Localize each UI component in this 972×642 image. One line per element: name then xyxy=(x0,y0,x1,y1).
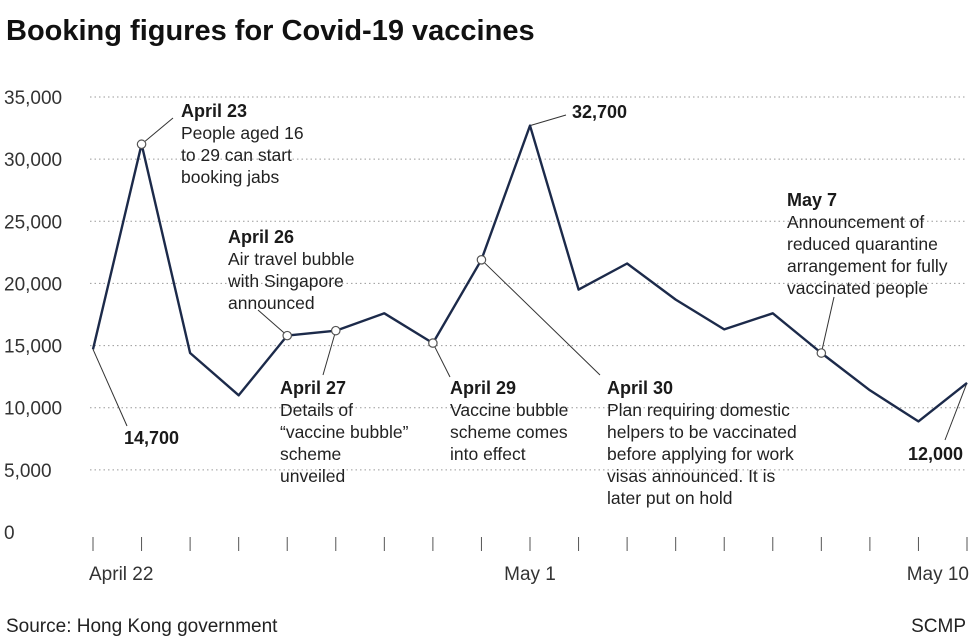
value-leader xyxy=(944,382,968,441)
y-tick-label: 0 xyxy=(4,523,15,544)
annotation-leaders xyxy=(92,114,968,441)
y-tick-label: 15,000 xyxy=(4,337,62,358)
annotation-text: before applying for work xyxy=(607,444,794,464)
annotation-marker xyxy=(476,255,487,265)
source-note: Source: Hong Kong government xyxy=(6,616,278,637)
x-axis-ticks: April 22 May 1 May 10 xyxy=(89,537,969,585)
annotation-text: arrangement for fully xyxy=(787,256,948,276)
annotation-marker xyxy=(282,330,293,341)
annotation-text: Vaccine bubble xyxy=(450,400,568,420)
annotation-date: April 27 xyxy=(280,378,346,398)
value-label: 32,700 xyxy=(572,102,627,122)
annotation-text: Announcement of xyxy=(787,212,924,232)
annotation-text: Details of xyxy=(280,400,353,420)
y-tick-label: 35,000 xyxy=(4,88,62,109)
annotation-text: vaccinated people xyxy=(787,278,928,298)
annotation-text: into effect xyxy=(450,444,526,464)
y-tick-label: 5,000 xyxy=(4,461,52,482)
annotation-marker xyxy=(428,338,438,348)
annotation-leader xyxy=(322,330,337,376)
annotation-leader xyxy=(820,296,835,354)
y-tick-label: 10,000 xyxy=(4,399,62,420)
y-tick-label: 20,000 xyxy=(4,274,62,295)
value-labels: 14,700 32,700 12,000 xyxy=(124,102,963,464)
annotation-text: visas announced. It is xyxy=(607,466,776,486)
value-label: 12,000 xyxy=(908,444,963,464)
value-label: 14,700 xyxy=(124,428,179,448)
annotation-text: to 29 can start xyxy=(181,145,292,165)
annotation-date: April 26 xyxy=(228,227,294,247)
y-axis-ticks: 0 5,000 10,000 15,000 20,000 25,000 30,000 35,0… xyxy=(4,88,62,544)
annotation-text: with Singapore xyxy=(227,271,344,291)
annotation-leader xyxy=(432,342,451,378)
annotation-text: Plan requiring domestic xyxy=(607,400,790,420)
annotation-marker xyxy=(816,348,827,358)
annotation-date: April 30 xyxy=(607,378,673,398)
annotation-text: scheme xyxy=(280,444,341,464)
annotation-text: announced xyxy=(228,293,315,313)
annotation-text: unveiled xyxy=(280,466,345,486)
annotation-text: booking jabs xyxy=(181,167,280,187)
x-tick-label: May 1 xyxy=(504,564,556,585)
credit-label: SCMP xyxy=(911,616,966,637)
x-tick-label: April 22 xyxy=(89,564,153,585)
annotation-marker xyxy=(330,325,341,336)
annotation-text: later put on hold xyxy=(607,488,733,508)
annotation-text: Air travel bubble xyxy=(228,249,354,269)
annotation-date: May 7 xyxy=(787,190,837,210)
annotation-text: scheme comes xyxy=(450,422,568,442)
annotation-date: April 29 xyxy=(450,378,516,398)
annotation-date: April 23 xyxy=(181,101,247,121)
x-tick-label: May 10 xyxy=(907,564,969,585)
y-tick-label: 25,000 xyxy=(4,212,62,233)
value-leader xyxy=(529,114,567,127)
annotation-text: helpers to be vaccinated xyxy=(607,422,797,442)
y-tick-label: 30,000 xyxy=(4,150,62,171)
value-leader xyxy=(92,349,128,427)
annotation-leader xyxy=(257,309,288,337)
annotation-marker xyxy=(136,139,147,150)
annotation-leader xyxy=(481,259,601,376)
annotation-text: reduced quarantine xyxy=(787,234,938,254)
annotation-leader xyxy=(141,117,174,145)
chart-title: Booking figures for Covid-19 vaccines xyxy=(6,15,535,47)
annotation-text: “vaccine bubble” xyxy=(280,422,409,442)
annotation-text: People aged 16 xyxy=(181,123,304,143)
annotation-markers xyxy=(136,139,827,358)
